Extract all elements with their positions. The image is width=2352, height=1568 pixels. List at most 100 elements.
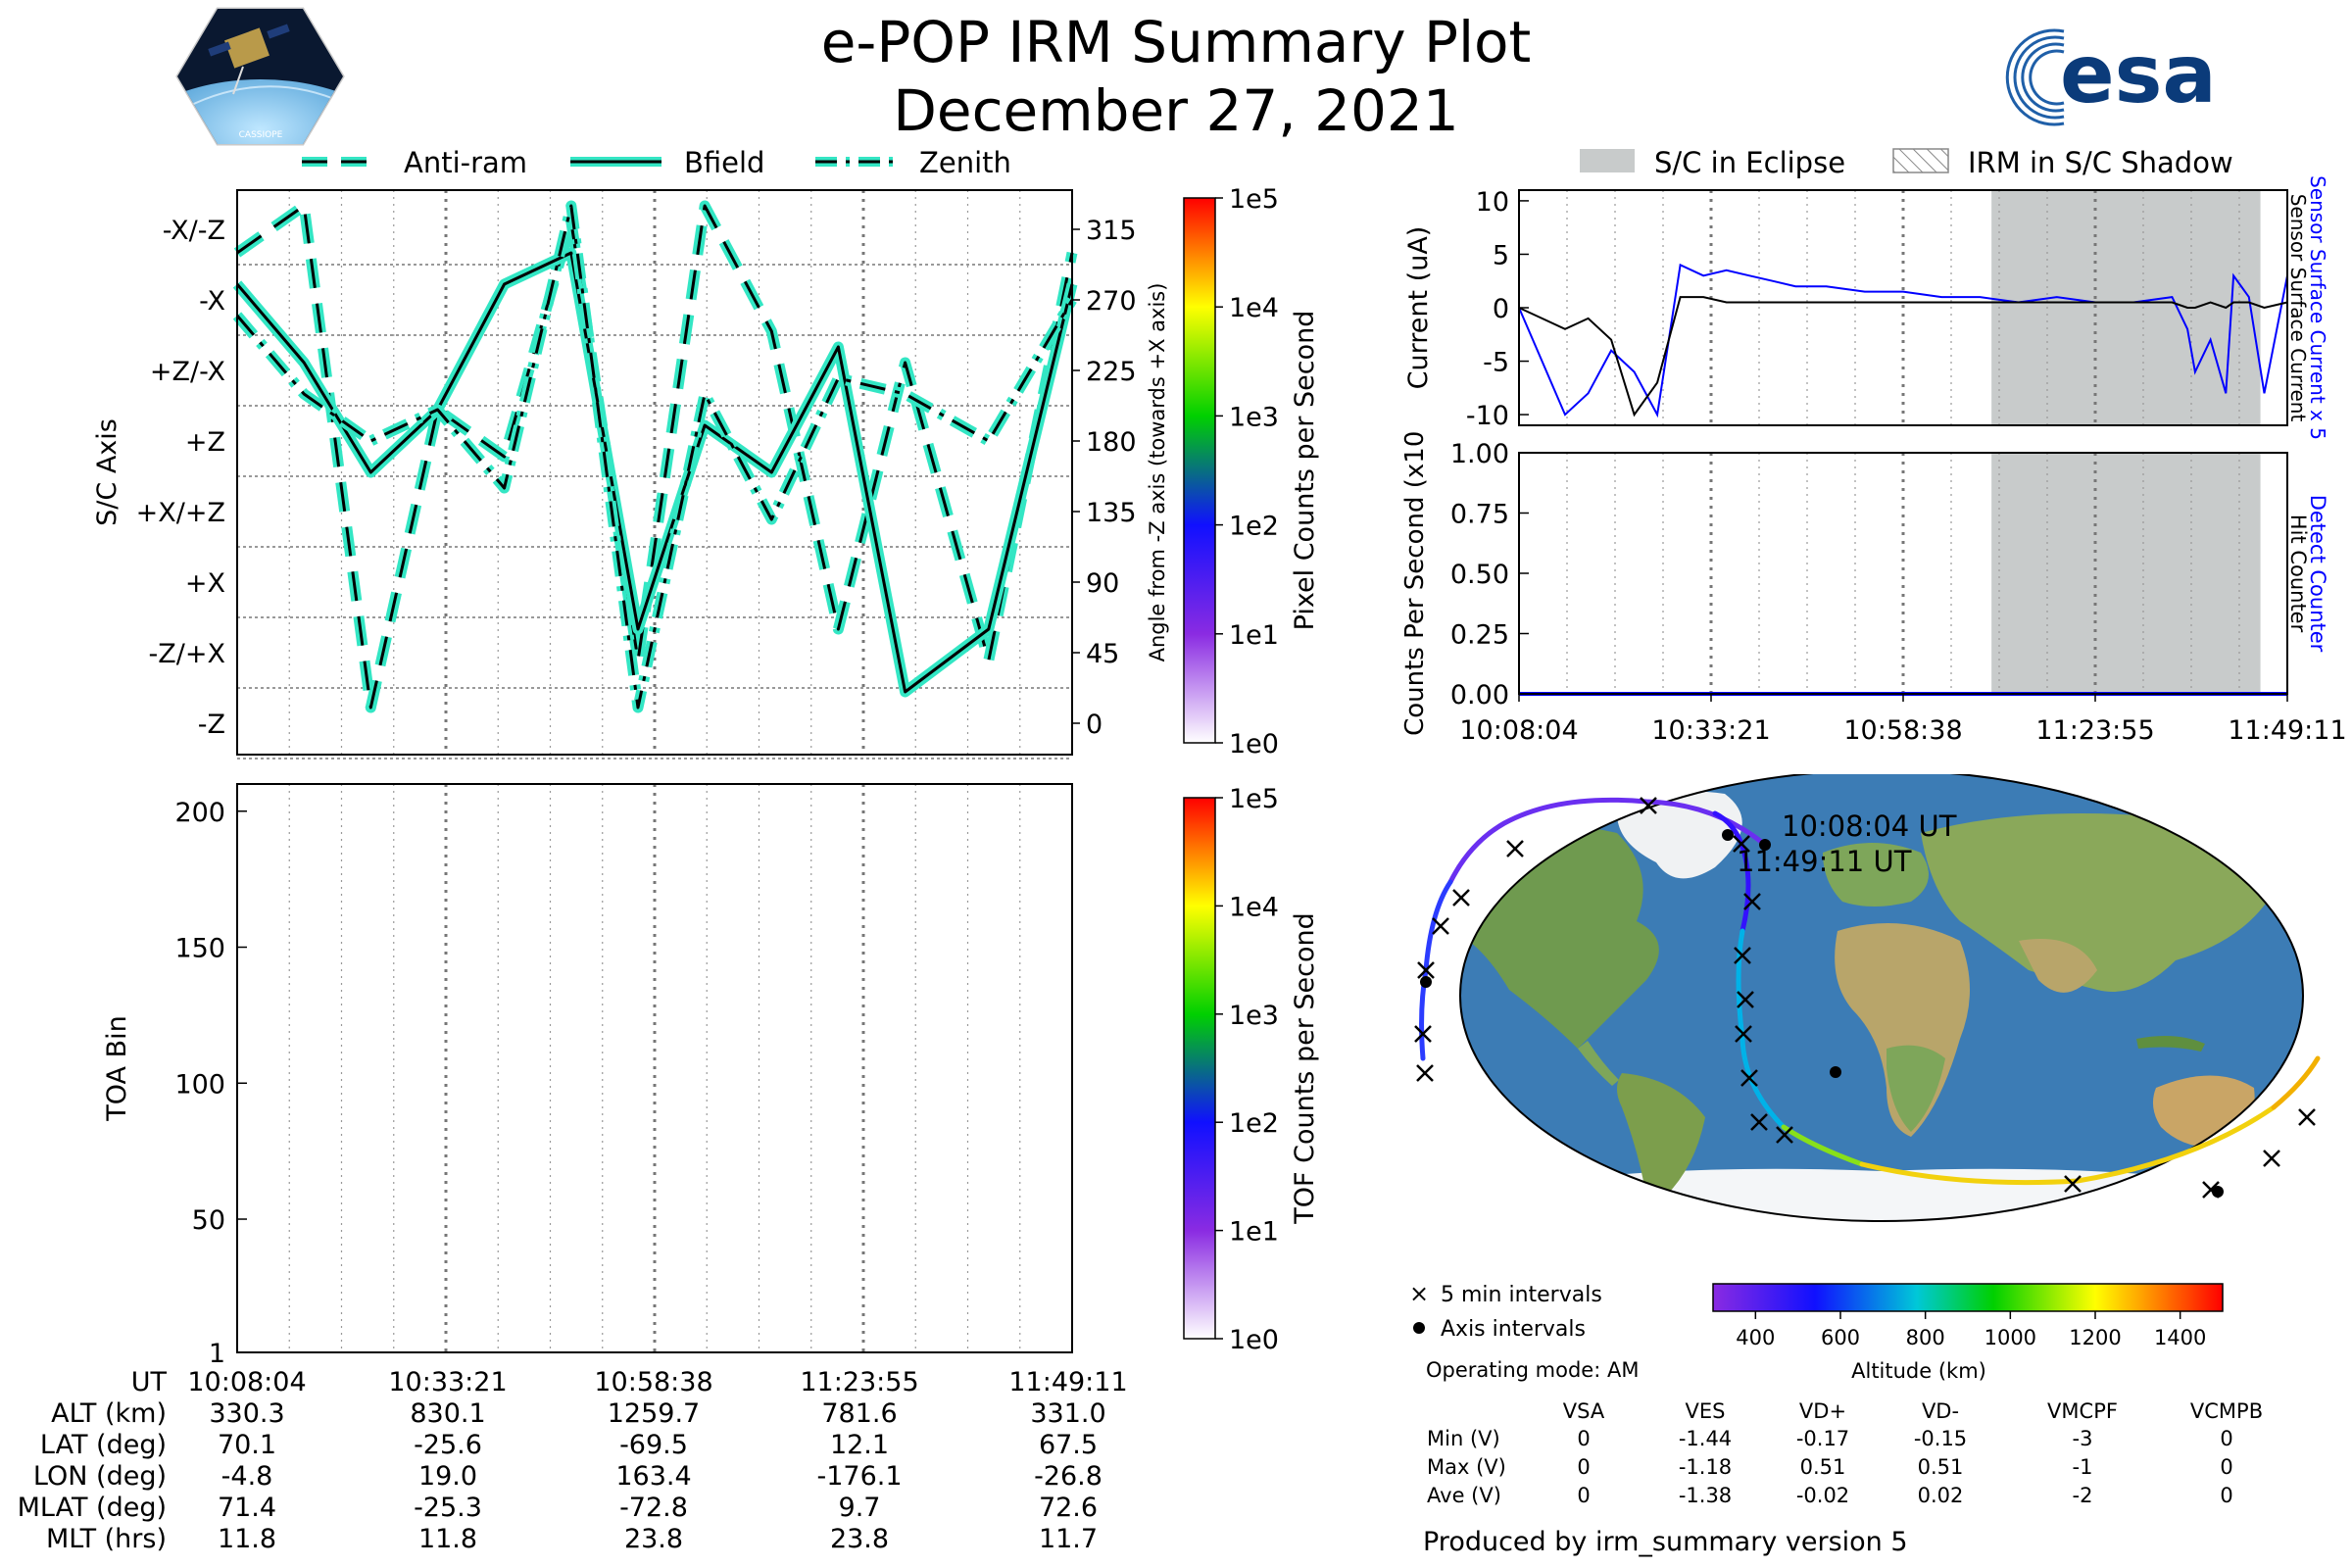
colorbar-tick-label: 1e4 [1229, 293, 1279, 323]
map-end-label: 11:49:11 UT [1737, 845, 1912, 878]
y-tick-label-left: -X [199, 286, 225, 317]
map-5min-marker [1734, 947, 1751, 964]
orbit-cell: 1259.7 [607, 1398, 701, 1429]
counts-x-tick-label: 11:23:55 [2035, 715, 2154, 746]
altitude-tick-label: 1200 [2069, 1326, 2121, 1349]
orbit-cell: 23.8 [829, 1524, 890, 1554]
voltage-table: VSA VES VD+ VD- VMCPF VCMPB Min (V) 0 -1.44 -0.17… [1411, 1399, 2293, 1527]
orbit-cell: -176.1 [816, 1461, 903, 1492]
voltage-header: VD- [1921, 1399, 1960, 1423]
orbit-cell: 163.4 [615, 1461, 692, 1492]
colorbar-tick-label: 1e3 [1229, 402, 1279, 432]
current-y-tick-label: -10 [1466, 401, 1509, 431]
series-bfield [235, 251, 1074, 694]
map-5min-marker [1737, 991, 1754, 1008]
y-tick-label-right: 225 [1086, 357, 1137, 387]
orbit-cell: 11.8 [217, 1524, 277, 1554]
page-date: December 27, 2021 [893, 77, 1459, 144]
orbit-row-label: LAT (deg) [39, 1430, 167, 1460]
legend-bfield-label: Bfield [684, 146, 764, 179]
voltage-cell: 0 [2220, 1484, 2233, 1507]
orbit-cell: 10:58:38 [594, 1367, 713, 1397]
voltage-cell: -1 [2072, 1455, 2093, 1479]
colorbar-tick-label: 1e2 [1229, 1108, 1279, 1139]
voltage-cell: -0.17 [1795, 1427, 1850, 1450]
colorbar-tick-label: 1e3 [1229, 1001, 1279, 1031]
voltage-row-label: Min (V) [1427, 1427, 1500, 1450]
map-legend-5min: 5 min intervals [1441, 1283, 1602, 1307]
y-tick-label-left: +Z/-X [150, 357, 225, 387]
colorbar-tick-label: 1e1 [1229, 620, 1279, 651]
counts-y-tick-label: 0.75 [1450, 500, 1509, 530]
voltage-cell: 0.51 [1799, 1455, 1846, 1479]
cassiope-logo: CASSIOPE [175, 7, 345, 146]
footer-text: Produced by irm_summary version 5 [1423, 1527, 1908, 1557]
orbit-cell: 23.8 [623, 1524, 684, 1554]
orbit-cell: 830.1 [410, 1398, 486, 1429]
altitude-tick-label: 600 [1821, 1326, 1860, 1349]
voltage-cell: -0.02 [1795, 1484, 1850, 1507]
map-5min-marker [1506, 840, 1524, 858]
map-5min-marker [1417, 961, 1435, 979]
orbit-cell: 67.5 [1038, 1430, 1099, 1460]
attitude-legend: Anti-ram Bfield Zenith [302, 146, 1011, 179]
voltage-cell: 0 [2220, 1427, 2233, 1450]
current-panel: 10 5 0 -5 -10 Current (uA) Sensor Surface Curr… [1403, 176, 2329, 440]
orbit-row-label: MLT (hrs) [45, 1524, 167, 1554]
orbit-table: UT 10:08:04 10:33:21 10:58:38 11:23:55 11:49:… [0, 1367, 1128, 1563]
voltage-cell: -1.18 [1678, 1455, 1733, 1479]
y-tick-label-right: 135 [1086, 498, 1137, 528]
colorbar-tick-label: 1e0 [1229, 729, 1279, 760]
map-5min-marker [1740, 1069, 1758, 1087]
voltage-cell: 0.02 [1917, 1484, 1964, 1507]
counts-ylabel-right-2: Hit Counter [2286, 514, 2310, 633]
eclipse-legend: S/C in Eclipse IRM in S/C Shadow [1580, 146, 2233, 179]
map-5min-marker [1640, 797, 1657, 814]
orbit-cell: 10:08:04 [187, 1367, 307, 1397]
toa-frame [236, 783, 1073, 1353]
map-5min-marker [1733, 835, 1750, 853]
current-y-tick-label: 10 [1476, 187, 1509, 218]
legend-shadow-label: IRM in S/C Shadow [1968, 146, 2233, 179]
series-anti-ram [236, 204, 1074, 710]
current-ylabel-right-1: Sensor Surface Current x 5 [2306, 176, 2329, 440]
voltage-header: VES [1685, 1399, 1726, 1423]
colorbar-tick-label: 1e4 [1229, 892, 1279, 922]
current-y-tick-label: 5 [1493, 240, 1509, 270]
counts-x-tick-label: 11:49:11 [2228, 715, 2346, 746]
voltage-cell: 0 [1577, 1484, 1591, 1507]
pixel-colorbar-label: Pixel Counts per Second [1290, 311, 1320, 631]
svg-text:×: × [1409, 1280, 1429, 1307]
voltage-cell: 0.51 [1917, 1455, 1964, 1479]
map-start-label: 10:08:04 UT [1782, 809, 1957, 843]
voltage-cell: -0.15 [1913, 1427, 1968, 1450]
counts-x-tick-label: 10:58:38 [1843, 715, 1962, 746]
voltage-cell: -2 [2072, 1484, 2093, 1507]
orbit-cell: -72.8 [619, 1493, 688, 1523]
altitude-colorbar: 400 600 800 1000 1200 1400 Altitude (km) [1712, 1283, 2224, 1383]
voltage-header: VCMPB [2189, 1399, 2264, 1423]
y-tick-label-left: +X/+Z [136, 498, 225, 528]
map-5min-marker [2263, 1150, 2280, 1167]
orbit-cell: 11:23:55 [800, 1367, 919, 1397]
y-tick-label-left: +X [185, 568, 225, 599]
orbit-cell: 72.6 [1038, 1493, 1099, 1523]
orbit-map: 10:08:04 UT 11:49:11 UT [1414, 774, 2321, 1222]
map-5min-marker [1743, 893, 1761, 910]
voltage-row-label: Ave (V) [1427, 1484, 1501, 1507]
y-tick-label-right: 315 [1086, 216, 1137, 246]
current-ylabel: Current (uA) [1403, 226, 1434, 390]
attitude-ylabel-right: Angle from -Z axis (towards +X axis) [1146, 283, 1169, 662]
map-5min-marker [1776, 1126, 1793, 1144]
counts-y-tick-label: 0.00 [1450, 680, 1509, 710]
altitude-tick-label: 400 [1736, 1326, 1775, 1349]
orbit-cell: 71.4 [217, 1493, 277, 1523]
colorbar-tick-label: 1e5 [1229, 784, 1279, 814]
y-tick-label-left: -Z/+X [149, 639, 225, 669]
colorbar-tick-label: 1e5 [1229, 184, 1279, 215]
current-y-tick-label: -5 [1483, 348, 1509, 378]
attitude-frame [236, 189, 1073, 756]
counts-x-tick-label: 10:08:04 [1459, 715, 1578, 746]
tof-colorbar-label: TOF Counts per Second [1290, 912, 1320, 1225]
orbit-cell: 12.1 [829, 1430, 890, 1460]
